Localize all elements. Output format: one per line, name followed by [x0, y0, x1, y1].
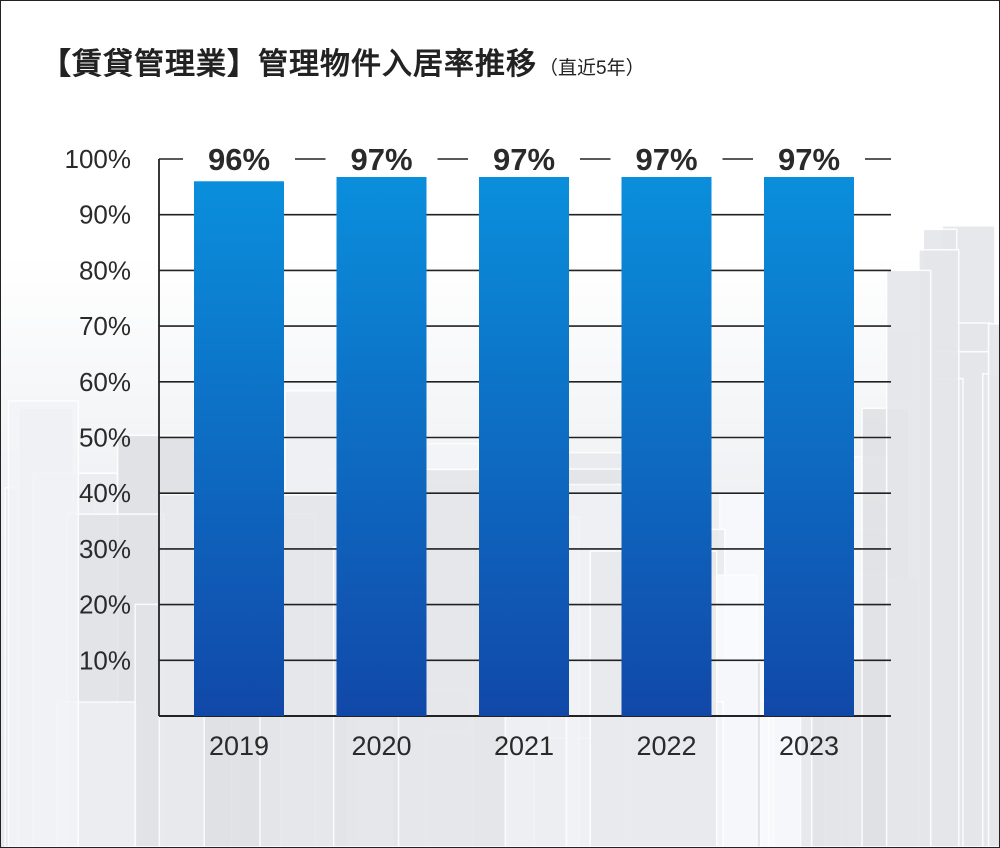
bar-2019: [194, 181, 284, 716]
y-tick-label: 30%: [79, 534, 131, 564]
title-main: 【賃貸管理業】管理物件入居率推移: [41, 48, 537, 81]
bar-2023: [764, 175, 854, 716]
x-tick-label: 2019: [209, 731, 269, 761]
data-label-backdrop: [325, 137, 438, 177]
x-axis-ticks: 2019 2020 2021 2022 2023: [209, 731, 839, 761]
bar-2022: [621, 175, 712, 716]
data-label-2022: 97%: [635, 142, 697, 177]
data-labels: 96% 97% 97% 97% 97%: [183, 137, 865, 177]
chart-title: 【賃貸管理業】管理物件入居率推移 （直近5年）: [41, 39, 645, 83]
data-label-backdrop: [183, 137, 295, 177]
y-tick-label: 100%: [65, 144, 132, 174]
y-tick-label: 70%: [79, 311, 131, 341]
bars: [194, 175, 854, 716]
y-tick-label: 90%: [79, 200, 131, 230]
data-label-backdrop: [610, 137, 723, 177]
y-tick-label: 10%: [79, 645, 131, 675]
x-tick-label: 2020: [351, 731, 411, 761]
data-label-backdrop: [468, 137, 580, 177]
y-tick-label: 60%: [79, 367, 131, 397]
y-tick-label: 80%: [79, 255, 131, 285]
data-label-backdrop: [753, 137, 865, 177]
x-tick-label: 2022: [636, 731, 696, 761]
x-tick-label: 2021: [494, 731, 554, 761]
x-tick-label: 2023: [779, 731, 839, 761]
data-label-2020: 97%: [350, 142, 412, 177]
data-label-2019: 96%: [208, 142, 270, 177]
bar-2021: [479, 175, 569, 716]
y-tick-label: 50%: [79, 423, 131, 453]
data-label-2023: 97%: [778, 142, 840, 177]
y-tick-label: 40%: [79, 478, 131, 508]
chart-subtitle: （直近5年）: [539, 58, 645, 79]
y-tick-label: 20%: [79, 590, 131, 620]
y-axis-ticks: 100% 90% 80% 70% 60% 50% 40% 30% 20% 10%: [65, 144, 132, 675]
bar-2020: [336, 175, 427, 716]
data-label-2021: 97%: [493, 142, 555, 177]
